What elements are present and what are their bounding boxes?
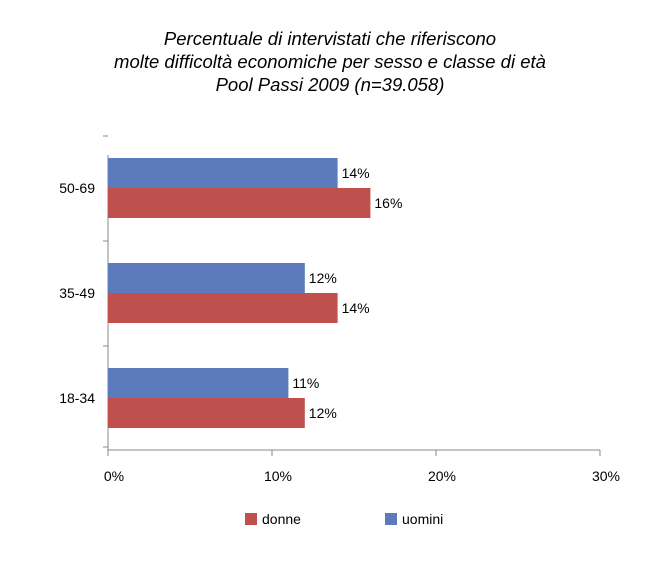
- x-tick-label: 10%: [264, 468, 292, 484]
- x-tick-label: 20%: [428, 468, 456, 484]
- bar-donne-18-34: [108, 398, 305, 428]
- bar-uomini-18-34: [108, 368, 289, 398]
- bar-uomini-50-69: [108, 158, 338, 188]
- y-category-label: 35-49: [59, 285, 95, 301]
- legend-label-donne: donne: [262, 511, 301, 527]
- bar-donne-50-69: [108, 188, 371, 218]
- y-category-label: 18-34: [59, 390, 95, 406]
- legend-swatch-donne: [245, 513, 257, 525]
- data-label: 16%: [374, 195, 402, 211]
- plot-area: 0% 10% 20% 30%50-6935-4918-3414%12%11%16%14…: [59, 135, 620, 484]
- data-label: 14%: [342, 300, 370, 316]
- legend: donne uomini: [245, 511, 443, 527]
- bar-donne-35-49: [108, 293, 338, 323]
- legend-swatch-uomini: [385, 513, 397, 525]
- chart-title-line-3: Pool Passi 2009 (n=39.058): [216, 74, 445, 95]
- data-label: 11%: [292, 375, 319, 391]
- data-label: 12%: [309, 270, 337, 286]
- bar-uomini-35-49: [108, 263, 305, 293]
- x-tick-label: 0%: [104, 468, 124, 484]
- legend-label-uomini: uomini: [402, 511, 443, 527]
- y-category-label: 50-69: [59, 180, 95, 196]
- chart-title-line-2: molte difficoltà economiche per sesso e …: [114, 51, 546, 72]
- chart-title: Percentuale di intervistati che riferisc…: [114, 28, 546, 95]
- data-label: 12%: [309, 405, 337, 421]
- x-tick-label: 30%: [592, 468, 620, 484]
- data-label: 14%: [342, 165, 370, 181]
- chart-title-line-1: Percentuale di intervistati che riferisc…: [164, 28, 496, 49]
